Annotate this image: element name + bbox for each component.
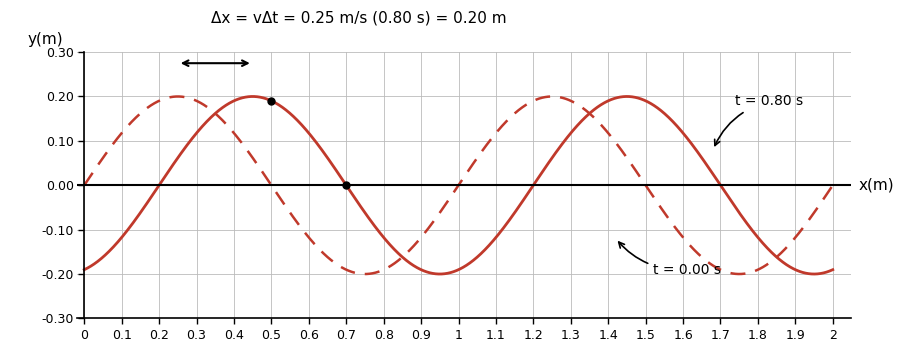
Text: x(m): x(m) — [859, 178, 894, 193]
Text: t = 0.00 s: t = 0.00 s — [619, 242, 721, 277]
Text: t = 0.80 s: t = 0.80 s — [715, 94, 804, 146]
Y-axis label: y(m): y(m) — [28, 32, 64, 47]
Text: Δx = vΔt = 0.25 m/s (0.80 s) = 0.20 m: Δx = vΔt = 0.25 m/s (0.80 s) = 0.20 m — [211, 10, 507, 25]
